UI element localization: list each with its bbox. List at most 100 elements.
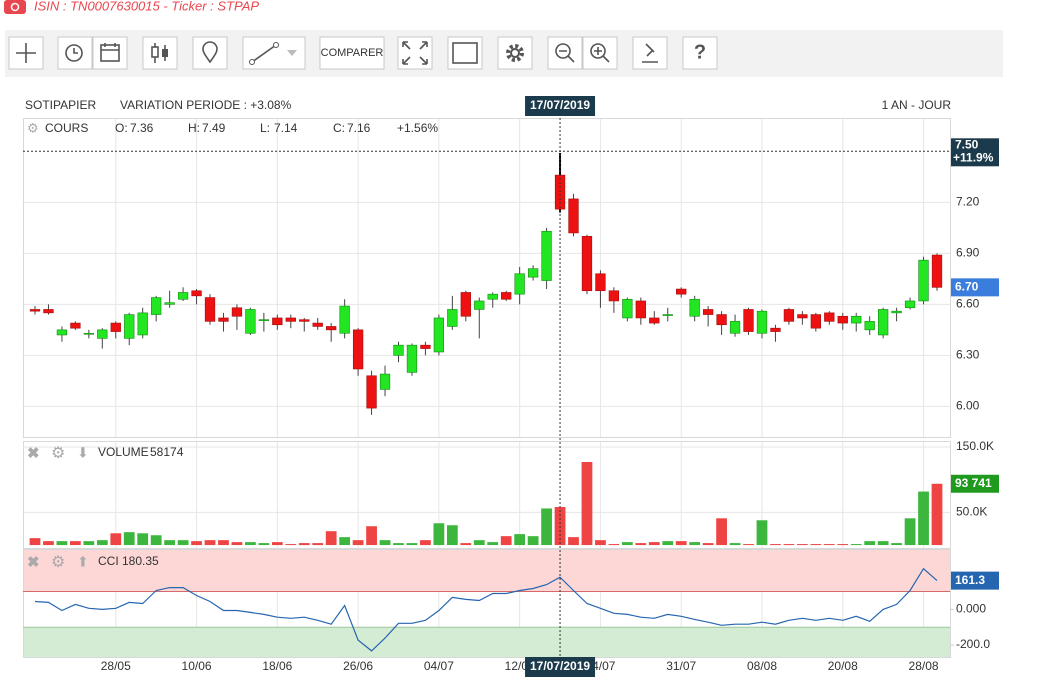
candle-body: [406, 344, 418, 373]
cci-up-icon[interactable]: ⬆: [77, 554, 89, 570]
candle-body: [272, 317, 283, 326]
volume-bar: [352, 540, 364, 546]
candle-body: [783, 309, 795, 322]
close-value: 7.16: [347, 121, 371, 135]
candle-body: [676, 288, 687, 295]
candle-body: [433, 317, 445, 353]
x-tick-label: 20/08: [828, 659, 858, 673]
calendar-button[interactable]: [92, 36, 128, 70]
volume-bar: [393, 543, 404, 546]
candle-body: [931, 254, 943, 288]
candle-icon: [151, 46, 159, 58]
candle-body: [137, 312, 148, 336]
volume-bar: [70, 541, 81, 546]
candle-body: [191, 290, 202, 297]
change-value: +1.56%: [397, 121, 438, 135]
candle-body: [231, 307, 243, 317]
candle-body: [70, 322, 81, 329]
cci-close-icon[interactable]: ✖: [27, 554, 40, 571]
high-label: H:: [188, 121, 200, 135]
volume-bar: [433, 523, 445, 546]
candle-body: [554, 174, 566, 210]
volume-close-icon[interactable]: ✖: [27, 445, 40, 462]
x-tick-label: 18/06: [262, 659, 292, 673]
help-button[interactable]: [682, 36, 718, 70]
volume-settings-icon[interactable]: ⚙: [51, 445, 65, 462]
candle-body: [649, 317, 660, 324]
volume-bar: [662, 541, 674, 546]
volume-bar: [918, 491, 929, 546]
volume-bar: [770, 544, 781, 546]
y-tick-label: 6.90: [956, 246, 980, 260]
y-tick-label: 0.000: [956, 602, 986, 616]
volume-bar: [83, 541, 95, 546]
draw-node: [249, 59, 255, 65]
low-label: L:: [260, 121, 270, 135]
last-volume-label-box: [951, 474, 999, 493]
volume-title: VOLUME: [98, 445, 149, 459]
settings-icon: [506, 44, 524, 62]
volume-bar: [621, 542, 633, 546]
volume-bar: [96, 540, 108, 546]
cci-line: [34, 567, 938, 652]
volume-bar: [406, 543, 418, 546]
volume-bar: [608, 544, 620, 546]
zoom-in-button[interactable]: [582, 36, 618, 70]
candle-body: [258, 319, 270, 321]
volume-bar: [864, 541, 876, 546]
volume-bar: [204, 540, 216, 546]
volume-bar: [258, 543, 270, 546]
volume-bar: [541, 508, 552, 546]
volume-bar: [298, 543, 310, 546]
volume-bar: [756, 520, 768, 546]
crosshair-date-bottom: 17/07/2019: [530, 659, 590, 673]
volume-bar: [285, 544, 297, 546]
zoom-in-sign: [594, 47, 610, 63]
settings-button[interactable]: [497, 36, 533, 70]
volume-bar: [716, 518, 727, 546]
marker-icon: [202, 41, 218, 64]
volume-bar: [56, 541, 68, 546]
volume-bar: [891, 543, 902, 546]
candle-body: [177, 292, 189, 300]
last-volume-label: 93 741: [955, 476, 992, 490]
volume-bar: [164, 540, 176, 546]
candle-button[interactable]: [142, 36, 178, 70]
volume-bar: [635, 543, 647, 546]
x-tick-label: 26/06: [343, 659, 373, 673]
candle-body: [891, 310, 902, 314]
analysis-icon: [642, 43, 658, 63]
candle-body: [864, 321, 875, 331]
volume-bar: [743, 544, 754, 546]
price-settings-icon[interactable]: ⚙: [27, 120, 39, 135]
lower-band: [24, 627, 950, 657]
fullscreen-icon: [402, 41, 428, 65]
candle-body: [29, 309, 41, 312]
frame-icon: [452, 42, 478, 64]
zoom-out-button[interactable]: [547, 36, 583, 70]
upper-band: [24, 550, 950, 592]
volume-bar: [366, 526, 377, 546]
volume-bar: [810, 544, 822, 546]
history-hands: [73, 48, 78, 54]
x-tick-label: 28/08: [909, 659, 939, 673]
last-price-label-box: [951, 278, 999, 297]
candle-body: [97, 329, 108, 339]
candle-body: [218, 317, 229, 322]
price-pane: [23, 118, 951, 438]
candle-body: [326, 326, 337, 331]
compare-button[interactable]: [319, 36, 385, 70]
compare-label: COMPARER: [321, 47, 384, 59]
calendar-icon: [100, 44, 120, 62]
volume-bar: [729, 543, 741, 546]
candle-body: [527, 268, 539, 278]
candle-body: [487, 293, 498, 300]
candle-body: [770, 327, 781, 332]
cci-settings-icon[interactable]: ⚙: [51, 554, 65, 571]
volume-down-icon[interactable]: ⬇: [77, 445, 89, 461]
period: 1 AN - JOUR: [882, 98, 952, 112]
crosshair-change: +11.9%: [953, 150, 994, 164]
candle-body: [204, 297, 216, 322]
volume-bar: [837, 544, 849, 546]
